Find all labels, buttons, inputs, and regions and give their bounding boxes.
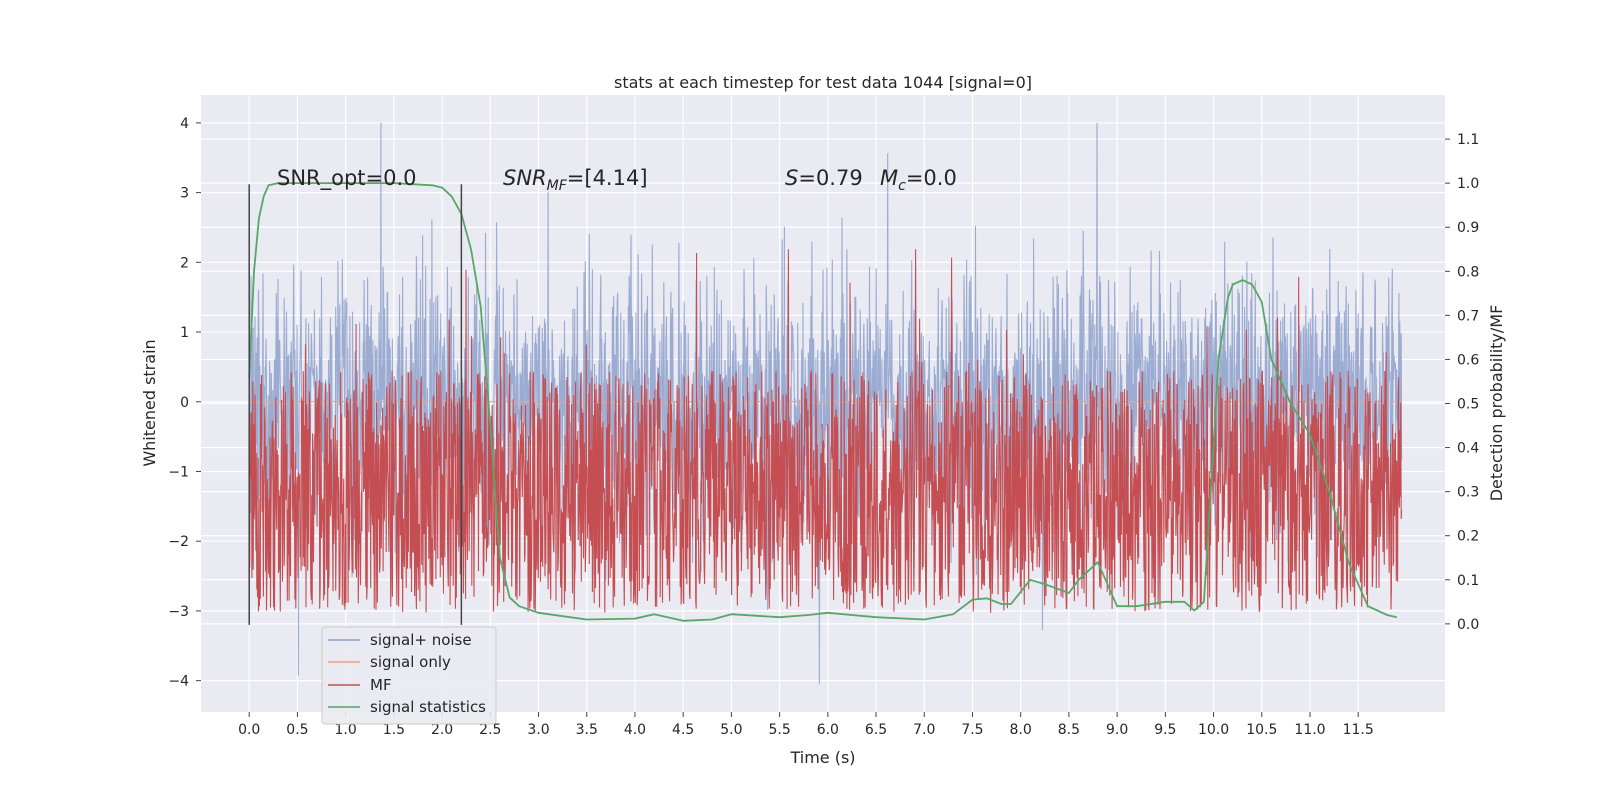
x-tick-label: 8.5: [1058, 722, 1080, 738]
x-tick-label: 1.0: [335, 722, 357, 738]
y-right-tick-label: 0.4: [1457, 441, 1479, 457]
x-tick-label: 10.5: [1246, 722, 1277, 738]
annotation-mc-sub: c: [898, 178, 906, 194]
annotation-snr-mf-value: =[4.14]: [567, 166, 648, 190]
x-tick-label: 9.5: [1154, 722, 1176, 738]
x-tick-label: 3.5: [576, 722, 598, 738]
series-mf: [248, 249, 1403, 613]
y-right-tick-label: 0.2: [1457, 529, 1479, 545]
x-tick-label: 7.0: [913, 722, 935, 738]
x-tick-label: 11.0: [1294, 722, 1325, 738]
annotation-snr-mf-base: SNR: [503, 166, 547, 190]
series-signal-statistics: [248, 182, 1397, 622]
legend-label-signal-statistics: signal statistics: [370, 698, 486, 716]
x-tick-label: 9.0: [1106, 722, 1128, 738]
chart-title: stats at each timestep for test data 104…: [614, 73, 1032, 92]
y-left-tick-label: 3: [180, 186, 189, 202]
legend-label-signal-only: signal only: [370, 653, 451, 671]
y-left-tick-label: −2: [168, 534, 189, 550]
x-axis-label: Time (s): [789, 748, 855, 767]
y-right-tick-label: 1.0: [1457, 176, 1479, 192]
y-axis-label-right: Detection probability/MF: [1487, 305, 1506, 502]
x-tick-label: 1.5: [383, 722, 405, 738]
y-left-tick-label: −1: [168, 464, 189, 480]
annotation-s-label: S: [785, 166, 798, 190]
annotation-snr-mf: SNRMF=[4.14]: [503, 166, 648, 194]
y-axis-label-left: Whitened strain: [140, 339, 159, 466]
axes: 0.0 0.5 1.0 1.5 2.0 2.5 3.0 3.5 4.0 4.5 5.0 5.5 6.0 6…: [168, 116, 1479, 738]
y-left-tick-label: 0: [180, 395, 189, 411]
legend: signal+ noise signal only MF signal stat…: [321, 626, 497, 725]
x-tick-label: 6.0: [817, 722, 839, 738]
x-tick-label: 4.5: [672, 722, 694, 738]
annotation-mc-base: M: [880, 166, 898, 190]
x-tick-label: 2.0: [431, 722, 453, 738]
y-left-tick-label: −3: [168, 604, 189, 620]
x-tick-label: 0.5: [286, 722, 308, 738]
y-right-tick-label: 0.1: [1457, 573, 1479, 589]
y-right-tick-label: 1.1: [1457, 132, 1479, 148]
y-right-tick-label: 0.0: [1457, 617, 1479, 633]
y-right-tick-label: 0.3: [1457, 485, 1479, 501]
x-tick-label: 10.0: [1198, 722, 1229, 738]
y-right-tick-label: 0.5: [1457, 397, 1479, 413]
vertical-lines: [248, 184, 463, 625]
x-tick-label: 0.0: [238, 722, 260, 738]
x-tick-label: 11.5: [1343, 722, 1374, 738]
annotation-snr-opt: SNR_opt=0.0: [277, 166, 417, 191]
annotation-s-value: =0.79: [798, 166, 862, 190]
x-tick-label: 8.0: [1010, 722, 1032, 738]
annotation-snr-mf-sub: MF: [547, 178, 568, 194]
y-left-tick-label: 2: [180, 255, 189, 271]
x-tick-label: 2.5: [479, 722, 501, 738]
annotation-s: S=0.79: [785, 166, 863, 190]
x-tick-label: 5.5: [768, 722, 790, 738]
y-right-tick-label: 0.9: [1457, 220, 1479, 236]
x-tick-label: 4.0: [624, 722, 646, 738]
y-right-tick-label: 0.7: [1457, 308, 1479, 324]
x-tick-label: 5.0: [720, 722, 742, 738]
legend-box: [321, 626, 497, 725]
y-left-tick-label: 1: [180, 325, 189, 341]
y-left-tick-label: 4: [180, 116, 189, 132]
annotation-mc: Mc=0.0: [880, 166, 957, 194]
series-layer: [248, 122, 1403, 685]
y-right-tick-label: 0.6: [1457, 352, 1479, 368]
annotation-mc-value: =0.0: [906, 166, 957, 190]
x-tick-label: 7.5: [961, 722, 983, 738]
x-tick-label: 6.5: [865, 722, 887, 738]
legend-label-noise: signal+ noise: [370, 631, 472, 649]
y-left-tick-label: −4: [168, 674, 189, 690]
x-tick-label: 3.0: [527, 722, 549, 738]
legend-label-mf: MF: [370, 676, 392, 694]
y-right-tick-label: 0.8: [1457, 264, 1479, 280]
